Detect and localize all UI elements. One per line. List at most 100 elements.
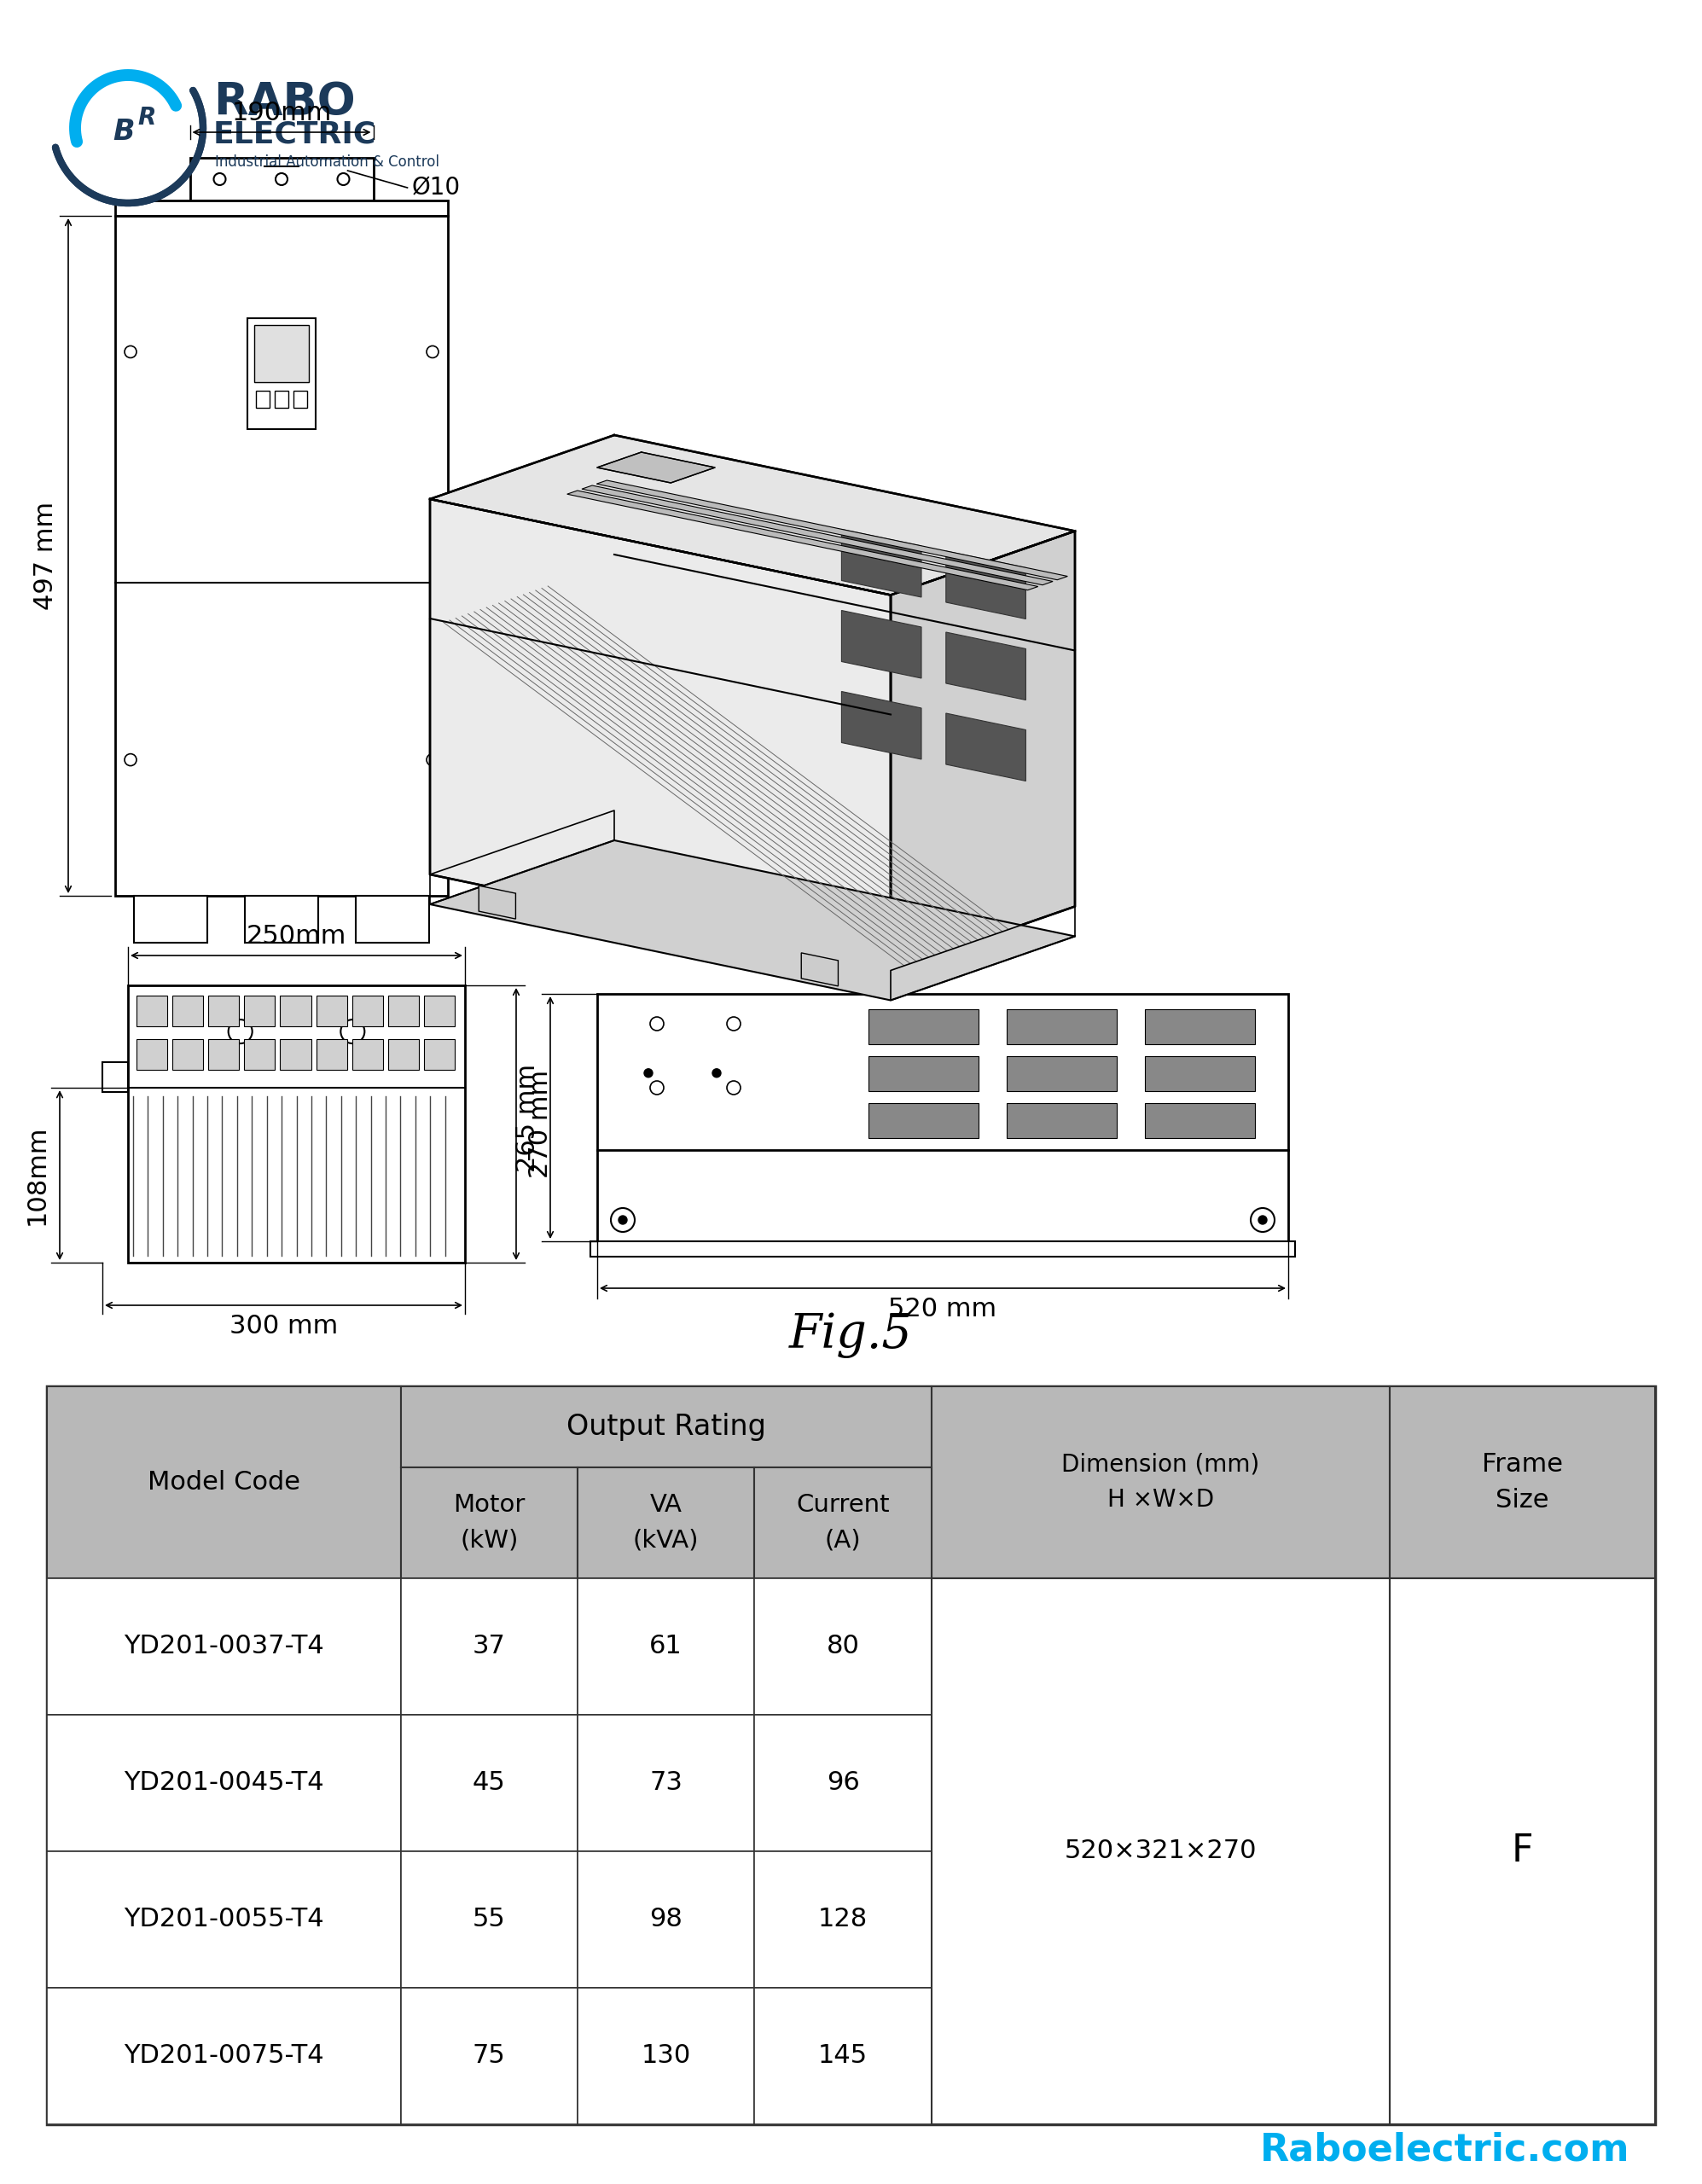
Bar <box>352 996 383 1026</box>
Bar <box>388 996 419 1026</box>
Polygon shape <box>582 485 1054 585</box>
Text: 45: 45 <box>473 1771 505 1795</box>
Polygon shape <box>946 550 1026 618</box>
Bar <box>317 1040 347 1070</box>
Bar <box>1006 1103 1117 1138</box>
Text: Fig.5: Fig.5 <box>790 1313 912 1358</box>
Bar <box>1391 1579 1654 2125</box>
Text: 55: 55 <box>473 1907 505 1933</box>
Bar <box>1391 1387 1654 1579</box>
Text: R: R <box>138 105 157 129</box>
Bar <box>400 1987 577 2125</box>
Polygon shape <box>802 952 837 987</box>
Bar <box>400 1579 577 1714</box>
Text: 128: 128 <box>819 1907 868 1933</box>
Bar <box>931 1579 1391 2125</box>
Bar <box>352 1040 383 1070</box>
Bar <box>48 1579 400 1714</box>
Bar <box>293 391 306 408</box>
Text: 520 mm: 520 mm <box>888 1297 997 1321</box>
Polygon shape <box>597 480 1067 581</box>
Bar <box>281 996 311 1026</box>
Polygon shape <box>890 531 1076 970</box>
Text: 250mm: 250mm <box>247 924 347 948</box>
Text: 497 mm: 497 mm <box>34 502 58 609</box>
Bar <box>245 895 318 943</box>
Circle shape <box>713 1068 722 1077</box>
Text: Raboelectric.com: Raboelectric.com <box>1259 2132 1629 2169</box>
Bar <box>255 391 269 408</box>
Bar <box>48 1387 1654 2125</box>
Bar <box>577 1852 754 1987</box>
Text: 130: 130 <box>642 2044 691 2068</box>
Bar <box>172 1040 203 1070</box>
Text: 96: 96 <box>827 1771 860 1795</box>
Text: YD201-0055-T4: YD201-0055-T4 <box>124 1907 323 1933</box>
Bar <box>868 1057 979 1090</box>
Bar <box>247 319 315 428</box>
Text: RABO: RABO <box>213 81 356 124</box>
Bar <box>400 1852 577 1987</box>
Bar <box>274 391 288 408</box>
Bar <box>577 1579 754 1714</box>
Text: B: B <box>112 118 134 146</box>
Polygon shape <box>431 435 1076 594</box>
Bar <box>868 1103 979 1138</box>
Text: 80: 80 <box>827 1634 860 1660</box>
Bar <box>1006 1009 1117 1044</box>
Text: 98: 98 <box>650 1907 683 1933</box>
Bar <box>254 325 308 382</box>
Bar <box>754 1468 931 1579</box>
Bar <box>577 1987 754 2125</box>
Circle shape <box>618 1216 626 1225</box>
Bar <box>281 1040 311 1070</box>
Bar <box>136 996 167 1026</box>
Bar <box>356 895 429 943</box>
Bar <box>48 1714 400 1852</box>
Bar <box>245 1040 276 1070</box>
Circle shape <box>1258 1216 1266 1225</box>
Bar <box>134 895 208 943</box>
Text: VA
(kVA): VA (kVA) <box>633 1494 700 1553</box>
Text: 73: 73 <box>650 1771 683 1795</box>
Bar <box>931 1387 1391 1579</box>
Polygon shape <box>431 500 890 970</box>
Text: 108mm: 108mm <box>26 1125 49 1225</box>
Text: Current
(A): Current (A) <box>797 1494 890 1553</box>
Text: ELECTRIC: ELECTRIC <box>213 120 376 149</box>
Bar <box>116 201 448 216</box>
Bar <box>1145 1009 1256 1044</box>
Bar <box>754 1579 931 1714</box>
Bar <box>1006 1057 1117 1090</box>
Bar <box>577 1714 754 1852</box>
Text: 520×321×270: 520×321×270 <box>1064 1839 1256 1863</box>
Text: 190mm: 190mm <box>231 100 332 124</box>
Text: 61: 61 <box>650 1634 683 1660</box>
Text: Model Code: Model Code <box>148 1470 300 1494</box>
Text: YD201-0037-T4: YD201-0037-T4 <box>124 1634 323 1660</box>
Bar <box>208 996 240 1026</box>
Polygon shape <box>431 841 1076 1000</box>
Bar <box>754 1852 931 1987</box>
Bar <box>754 1987 931 2125</box>
Text: YD201-0075-T4: YD201-0075-T4 <box>124 2044 323 2068</box>
Bar <box>48 1852 400 1987</box>
Text: 37: 37 <box>473 1634 505 1660</box>
Bar <box>172 996 203 1026</box>
Bar <box>754 1714 931 1852</box>
Text: Industrial Automation & Control: Industrial Automation & Control <box>214 155 439 170</box>
Text: 145: 145 <box>819 2044 868 2068</box>
Bar <box>597 994 1288 1241</box>
Bar <box>424 1040 454 1070</box>
Polygon shape <box>478 887 516 919</box>
Text: 265 mm: 265 mm <box>516 1064 540 1173</box>
Bar <box>577 1468 754 1579</box>
Bar <box>116 216 448 895</box>
Bar <box>48 1387 400 1579</box>
Bar <box>400 1387 931 1468</box>
Text: 300 mm: 300 mm <box>230 1315 339 1339</box>
Polygon shape <box>946 631 1026 701</box>
Bar <box>317 996 347 1026</box>
Text: Motor
(kW): Motor (kW) <box>453 1494 526 1553</box>
Bar <box>424 996 454 1026</box>
